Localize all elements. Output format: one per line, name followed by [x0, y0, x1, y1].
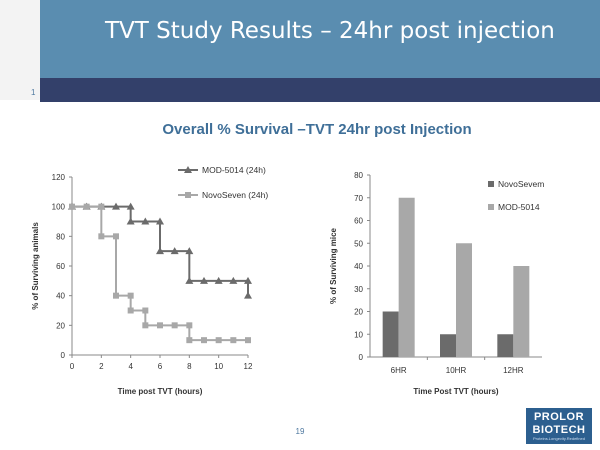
- data-point-2: [186, 337, 193, 344]
- y-tick-label: 10: [354, 330, 363, 339]
- bar-10hr-1: [440, 334, 456, 357]
- left-gutter: [0, 0, 40, 100]
- x-tick-label: 10: [214, 362, 223, 371]
- data-point-2: [113, 233, 119, 240]
- data-point-2: [127, 292, 134, 299]
- data-point-2: [98, 203, 105, 210]
- x-axis-label: Time Post TVT (hours): [413, 387, 499, 396]
- legend-label-2: MOD-5014: [498, 202, 540, 212]
- data-point-1: [141, 217, 150, 225]
- y-tick-label: 20: [56, 321, 65, 330]
- accent-strip: [40, 78, 600, 102]
- x-tick-label: 2: [99, 362, 104, 371]
- data-point-1: [126, 202, 135, 210]
- data-point-1: [170, 247, 179, 255]
- legend-label-1: NovoSevem: [498, 179, 544, 189]
- y-tick-label: 100: [52, 203, 66, 212]
- legend-marker-2: [185, 192, 191, 198]
- y-tick-label: 30: [354, 285, 363, 294]
- y-tick-label: 0: [61, 351, 66, 360]
- data-point-1: [112, 202, 120, 210]
- logo-line-1: PROLOR: [533, 411, 585, 423]
- title-bar: TVT Study Results – 24hr post injection: [40, 0, 600, 78]
- y-tick-label: 40: [56, 292, 65, 301]
- data-point-2: [171, 322, 178, 329]
- y-tick-label: 0: [359, 353, 364, 362]
- slide-subtitle: Overall % Survival –TVT 24hr post Inject…: [0, 121, 600, 138]
- bar-6hr-1: [382, 311, 399, 357]
- y-tick-label: 50: [354, 239, 363, 248]
- data-point-2: [245, 337, 251, 344]
- slide-number-left: 1: [31, 88, 36, 97]
- legend-swatch-2: [488, 204, 494, 210]
- data-point-1: [185, 276, 194, 284]
- data-point-2: [98, 233, 105, 240]
- y-tick-label: 40: [354, 262, 363, 271]
- data-point-2: [215, 337, 222, 344]
- y-tick-label: 20: [354, 308, 363, 317]
- data-point-2: [113, 292, 119, 299]
- y-tick-label: 120: [52, 173, 66, 182]
- y-tick-label: 70: [354, 194, 363, 203]
- page-number: 19: [295, 427, 305, 436]
- data-point-1: [229, 276, 238, 284]
- data-point-1: [156, 247, 164, 255]
- slide-subtitle-text: Overall % Survival –TVT 24hr post Inject…: [162, 121, 472, 138]
- legend-label-2: NovoSeven (24h): [202, 190, 268, 200]
- data-point-1: [156, 217, 164, 225]
- x-category-label: 6HR: [391, 366, 407, 375]
- slide-title: TVT Study Results – 24hr post injection: [105, 18, 555, 44]
- x-tick-label: 12: [244, 362, 253, 371]
- data-point-1: [185, 247, 194, 255]
- data-point-1: [200, 276, 208, 284]
- data-point-2: [142, 307, 149, 314]
- bar-12hr-1: [497, 334, 514, 357]
- data-point-2: [157, 322, 163, 329]
- x-category-label: 10HR: [446, 366, 467, 375]
- y-tick-label: 80: [354, 171, 363, 180]
- x-tick-label: 0: [70, 362, 75, 371]
- survival-line-chart: 0 20 40 60 80 100 120 0 2 4 6 8 10 12 Time post TVT (h…: [31, 165, 268, 396]
- data-point-1: [126, 217, 135, 225]
- data-point-2: [69, 203, 75, 210]
- data-point-2: [83, 203, 90, 210]
- x-tick-label: 6: [158, 362, 163, 371]
- y-tick-label: 80: [56, 232, 65, 241]
- legend-label-1: MOD-5014 (24h): [202, 165, 266, 175]
- legend-marker-1: [184, 166, 192, 173]
- data-point-2: [127, 307, 134, 314]
- data-point-2: [142, 322, 149, 329]
- x-tick-label: 4: [128, 362, 133, 371]
- data-point-1: [244, 276, 252, 284]
- logo-tagline: Proteins.Longevity.Redefined: [533, 436, 585, 441]
- bar-6hr-2: [398, 197, 415, 357]
- data-point-1: [214, 276, 223, 284]
- prolor-logo: PROLOR BIOTECH Proteins.Longevity.Redefi…: [526, 408, 592, 444]
- y-axis-label: % of Surviving mice: [329, 227, 338, 304]
- data-point-2: [230, 337, 237, 344]
- x-axis-label: Time post TVT (hours): [118, 387, 203, 396]
- x-category-label: 12HR: [503, 366, 524, 375]
- y-tick-label: 60: [354, 217, 363, 226]
- legend-swatch-1: [488, 181, 494, 187]
- survival-bar-chart: 0 10 20 30 40 50 60 70 80 6HR 10HR 12HR Time Post TV…: [329, 171, 544, 396]
- data-point-1: [244, 291, 252, 299]
- y-axis-label: % of Surviving animals: [31, 222, 40, 310]
- bar-10hr-2: [456, 243, 472, 357]
- data-point-2: [186, 322, 193, 329]
- data-point-2: [201, 337, 207, 344]
- x-tick-label: 8: [187, 362, 192, 371]
- bar-12hr-2: [513, 266, 530, 357]
- logo-line-2: BIOTECH: [532, 424, 586, 436]
- y-tick-label: 60: [56, 262, 65, 271]
